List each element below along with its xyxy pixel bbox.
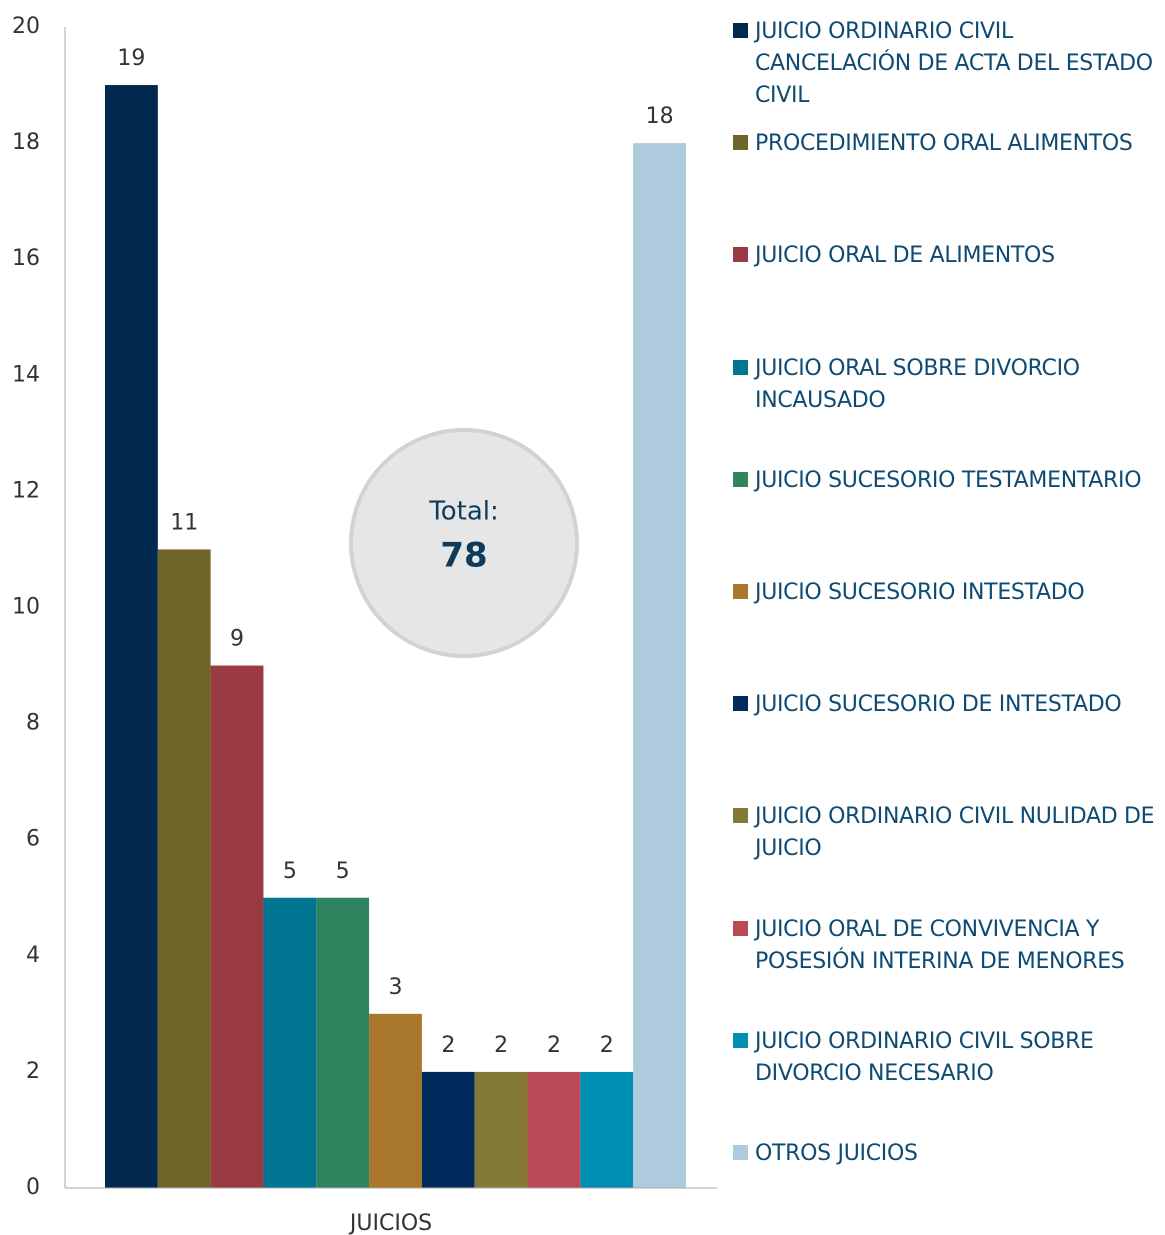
legend-item: JUICIO ORDINARIO CIVIL NULIDAD DE JUICIO: [733, 801, 1163, 865]
legend-swatch: [733, 920, 748, 936]
legend-label: JUICIO SUCESORIO DE INTESTADO: [755, 692, 1122, 718]
legend-swatch: [733, 696, 748, 712]
legend-swatch: [733, 808, 748, 824]
legend-label: JUICIO ORDINARIO CIVIL NULIDAD DE JUICIO: [755, 804, 1155, 862]
legend-label: JUICIO ORAL DE ALIMENTOS: [755, 243, 1055, 269]
legend-item: JUICIO ORAL DE ALIMENTOS: [733, 240, 1163, 272]
value-label: 5: [283, 859, 297, 884]
value-label: 19: [117, 46, 145, 71]
bar: [369, 1013, 422, 1188]
value-label: 11: [170, 510, 198, 535]
legend-label: OTROS JUICIOS: [755, 1141, 918, 1166]
y-tick-label: 14: [12, 362, 40, 387]
bar: [580, 1071, 634, 1188]
value-label: 5: [336, 859, 350, 884]
y-tick-label: 20: [12, 14, 40, 39]
bar: [157, 549, 211, 1188]
legend-swatch: [733, 359, 748, 375]
y-tick-label: 0: [26, 1175, 40, 1200]
legend-swatch: [733, 135, 748, 151]
value-label: 9: [230, 627, 244, 652]
legend-label: JUICIO ORAL DE CONVIVENCIA Y POSESIÓN IN…: [755, 916, 1125, 974]
value-label: 2: [600, 1033, 614, 1058]
legend-label: JUICIO ORAL SOBRE DIVORCIO INCAUSADO: [755, 355, 1080, 413]
bar: [421, 1071, 475, 1188]
y-tick-label: 10: [12, 595, 40, 620]
legend-swatch: [733, 1145, 748, 1160]
legend-item: JUICIO SUCESORIO INTESTADO: [733, 577, 1163, 609]
legend-label: JUICIO SUCESORIO TESTAMENTARIO: [755, 467, 1142, 493]
legend-swatch: [733, 23, 748, 38]
y-tick-label: 16: [12, 246, 40, 271]
bar: [263, 897, 317, 1188]
legend-item: JUICIO ORAL SOBRE DIVORCIO INCAUSADO: [733, 353, 1163, 417]
legend-label: PROCEDIMIENTO ORAL ALIMENTOS: [755, 131, 1133, 157]
legend-swatch: [733, 247, 748, 263]
y-tick-label: 8: [26, 711, 40, 736]
bar: [527, 1071, 581, 1188]
legend-swatch: [733, 584, 748, 599]
legend: JUICIO ORDINARIO CIVIL CANCELACIÓN DE AC…: [733, 0, 1163, 1235]
legend-label: JUICIO SUCESORIO INTESTADO: [755, 580, 1085, 605]
total-label: Total:: [428, 497, 498, 527]
legend-swatch: [733, 1032, 748, 1048]
legend-item: JUICIO ORAL DE CONVIVENCIA Y POSESIÓN IN…: [733, 914, 1163, 978]
bar: [633, 143, 686, 1189]
legend-item: JUICIO ORDINARIO CIVIL CANCELACIÓN DE AC…: [733, 16, 1163, 112]
total-circle: [349, 428, 579, 658]
y-tick-label: 4: [26, 943, 40, 968]
y-tick-label: 18: [12, 130, 40, 155]
bar: [474, 1071, 528, 1188]
y-tick-label: 2: [26, 1059, 40, 1084]
y-tick-label: 12: [12, 478, 40, 503]
bar: [316, 897, 370, 1188]
legend-item: JUICIO SUCESORIO TESTAMENTARIO: [733, 465, 1163, 497]
x-tick-label: JUICIOS: [348, 1211, 432, 1235]
bar: [105, 85, 158, 1188]
y-tick-label: 6: [26, 827, 40, 852]
bar: [210, 665, 264, 1188]
value-label: 2: [547, 1033, 561, 1058]
legend-item: JUICIO SUCESORIO DE INTESTADO: [733, 689, 1163, 721]
legend-swatch: [733, 471, 748, 487]
legend-label: JUICIO ORDINARIO CIVIL CANCELACIÓN DE AC…: [755, 19, 1153, 108]
legend-item: PROCEDIMIENTO ORAL ALIMENTOS: [733, 128, 1163, 160]
value-label: 2: [494, 1033, 508, 1058]
legend-item: OTROS JUICIOS: [733, 1138, 1163, 1170]
value-label: 18: [646, 104, 674, 129]
value-label: 2: [441, 1033, 455, 1058]
value-label: 3: [389, 975, 403, 1000]
legend-label: JUICIO ORDINARIO CIVIL SOBRE DIVORCIO NE…: [755, 1028, 1094, 1086]
total-value: 78: [440, 536, 487, 576]
legend-item: JUICIO ORDINARIO CIVIL SOBRE DIVORCIO NE…: [733, 1026, 1163, 1090]
